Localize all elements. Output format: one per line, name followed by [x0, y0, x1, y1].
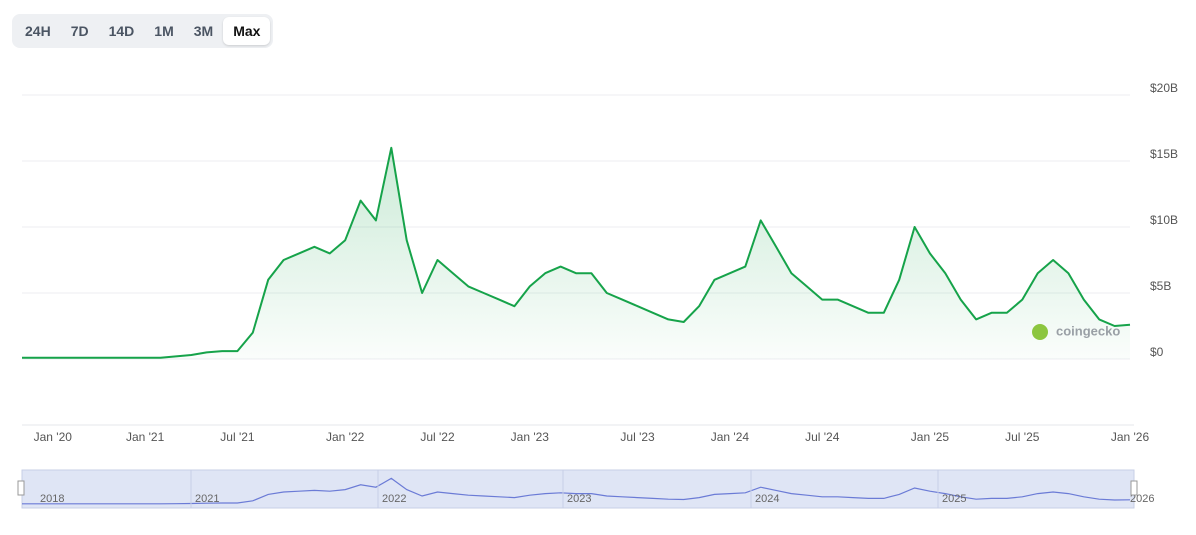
- tab[interactable]: 7D: [70, 23, 89, 39]
- x-tick-label: Jul '21: [220, 430, 255, 444]
- x-tick-label: Jul '25: [1005, 430, 1040, 444]
- navigator-label: 2018: [40, 493, 64, 505]
- y-tick-label: $10B: [1150, 213, 1178, 227]
- navigator-label: 2022: [382, 493, 406, 505]
- x-tick-label: Jul '24: [805, 430, 840, 444]
- navigator-label: 2024: [755, 493, 779, 505]
- navigator-line: [22, 477, 1131, 505]
- navigator-label: 2023: [567, 493, 591, 505]
- x-tick-label: Jan '24: [711, 430, 750, 444]
- x-tick-label: Jan '25: [911, 430, 950, 444]
- x-tick-label: Jul '22: [420, 430, 455, 444]
- tab[interactable]: 3M: [193, 23, 214, 39]
- x-tick-label: Jan '20: [34, 430, 73, 444]
- y-tick-label: $15B: [1150, 147, 1178, 161]
- tab[interactable]: Max: [223, 17, 271, 45]
- x-tick-label: Jan '21: [126, 430, 165, 444]
- navigator-handle: [17, 480, 25, 496]
- line: [22, 146, 1131, 359]
- navigator[interactable]: [21, 469, 1135, 509]
- tab[interactable]: 1M: [154, 23, 174, 39]
- x-tick-label: Jan '23: [511, 430, 550, 444]
- navigator-label: 2025: [942, 493, 966, 505]
- y-tick-label: $5B: [1150, 279, 1171, 293]
- navigator-label: 2021: [195, 493, 219, 505]
- x-tick-label: Jan '22: [326, 430, 365, 444]
- x-tick-label: Jul '23: [620, 430, 655, 444]
- time-range-tabs: 24H 7D 14D 1M 3M Max: [12, 14, 274, 48]
- watermark-logo: [1032, 324, 1048, 340]
- navigator-handle: [1130, 480, 1138, 496]
- tab[interactable]: 24H: [25, 23, 51, 39]
- y-tick-label: $20B: [1150, 81, 1178, 95]
- watermark: coingecko: [1056, 323, 1120, 338]
- tab[interactable]: 14D: [108, 23, 135, 39]
- navigator-label: 2026: [1130, 493, 1154, 505]
- y-tick-label: $0: [1150, 345, 1164, 359]
- x-tick-label: Jan '26: [1111, 430, 1150, 444]
- area: [22, 147, 1130, 359]
